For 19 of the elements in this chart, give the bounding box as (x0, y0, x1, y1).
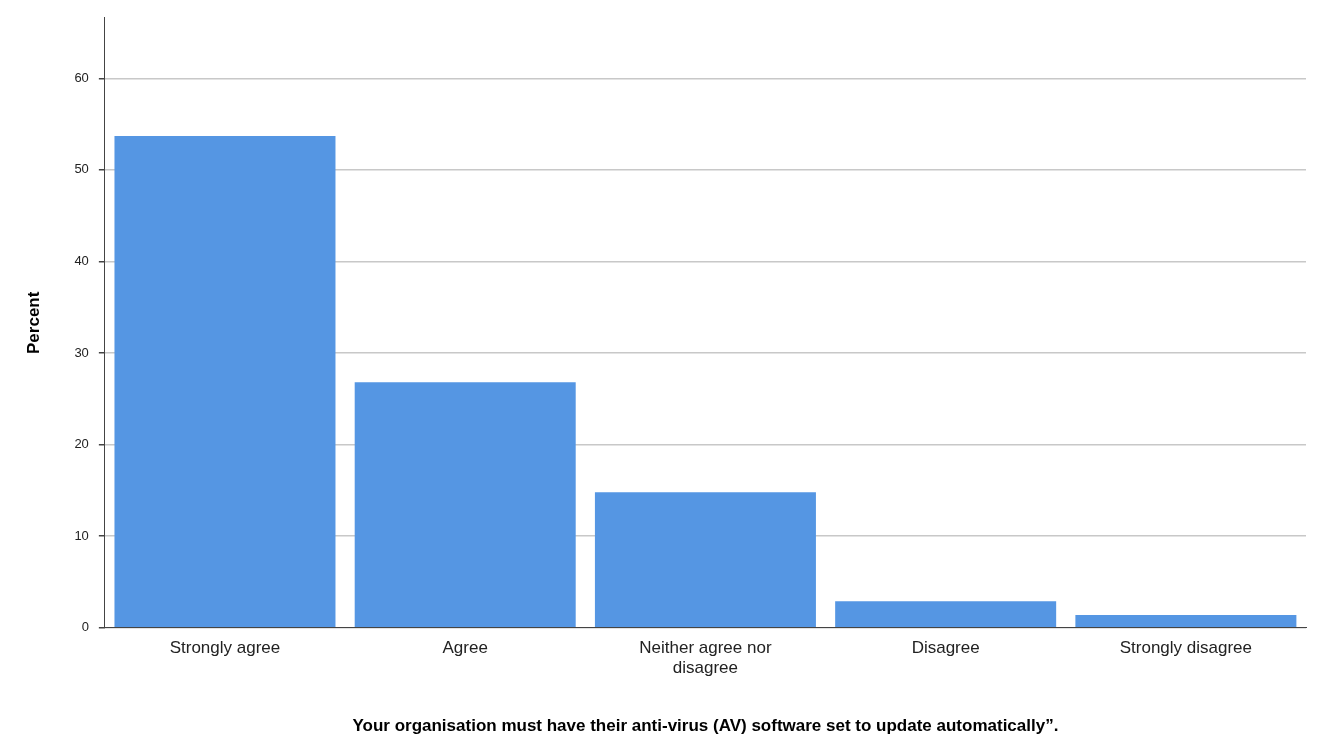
x-tick-label: Disagree (911, 637, 980, 657)
y-tick-label: 30 (74, 344, 89, 360)
y-tick-label: 60 (74, 69, 89, 85)
bar (114, 135, 336, 628)
x-tick-label: Agree (442, 637, 488, 657)
x-tick-label: Neither agree nor disagree (639, 637, 772, 678)
x-tick-label: Strongly disagree (1119, 637, 1253, 657)
x-axis-title: Your organisation must have their anti-virus (AV) software set to update automatically”. (352, 716, 1059, 736)
y-tick-label: 40 (74, 253, 89, 269)
x-tick-label: Strongly agree (169, 637, 281, 657)
y-tick-label: 10 (74, 527, 89, 543)
y-tick-label: 50 (74, 161, 89, 177)
bar (594, 492, 816, 628)
bar (1075, 614, 1297, 628)
bar (354, 382, 576, 628)
y-axis-title: Percent (23, 291, 43, 354)
y-tick-label: 0 (81, 619, 89, 635)
y-tick-label: 20 (74, 436, 89, 452)
bar (835, 601, 1057, 628)
